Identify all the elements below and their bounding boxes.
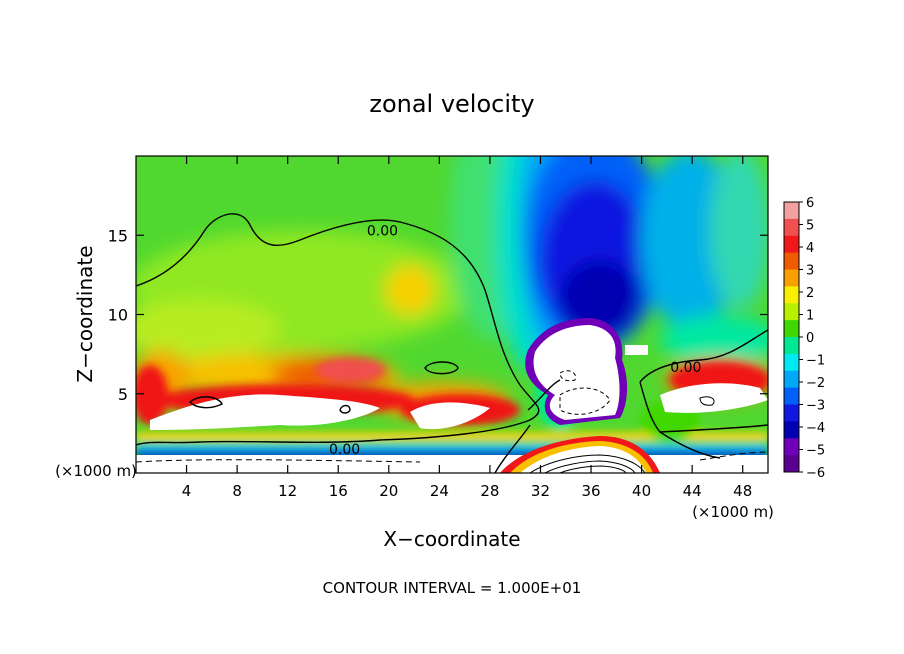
contour-lines-inner — [136, 370, 768, 473]
colorbar-swatch — [784, 235, 799, 254]
footer-note: CONTOUR INTERVAL = 1.000E+01 — [323, 579, 582, 597]
colorbar-tick-label: 2 — [806, 286, 814, 301]
colorbar-tick-label: −6 — [806, 466, 825, 481]
contour-lines — [136, 213, 768, 473]
x-tick-label: 48 — [733, 482, 752, 500]
x-tick-label: 28 — [480, 482, 499, 500]
x-tick-label: 4 — [182, 482, 192, 500]
colorbar-tick-label: −3 — [806, 399, 825, 414]
colorbar-swatch — [784, 218, 799, 237]
colorbar-swatch — [784, 286, 799, 304]
chart-title: zonal velocity — [369, 90, 534, 118]
y-tick-label: 15 — [108, 226, 128, 245]
colorbar-swatch — [784, 252, 799, 270]
colorbar-swatch — [784, 303, 799, 321]
colorbar-swatch — [784, 337, 799, 355]
colorbar-tick-label: −5 — [806, 444, 825, 459]
colorbar: 6 5 4 3 2 1 0 −1 −2 −3 −4 −5 −6 — [783, 196, 825, 481]
colorbar-swatch — [784, 387, 799, 405]
colorbar-swatch — [784, 370, 799, 389]
colorbar-tick-label: −2 — [806, 376, 825, 391]
colorbar-tick-label: 6 — [806, 196, 814, 211]
colorbar-swatch — [784, 421, 799, 439]
x-axis-label: X−coordinate — [383, 527, 520, 551]
plot-field — [136, 156, 768, 473]
colorbar-tick-label: −4 — [806, 421, 825, 436]
x-tick-label: 24 — [430, 482, 449, 500]
colorbar-tick-label: 4 — [806, 241, 814, 256]
colorbar-tick-label: 1 — [806, 309, 814, 324]
x-tick-label: 44 — [683, 482, 702, 500]
contour-label: 0.00 — [367, 223, 398, 239]
y-axis-label: Z−coordinate — [73, 245, 97, 382]
x-unit-left: (×1000 m) — [55, 462, 137, 480]
colorbar-tick-label: 0 — [806, 331, 814, 346]
colorbar-swatch — [784, 269, 799, 287]
colorbar-tick-label: 5 — [806, 219, 814, 234]
colorbar-swatch — [784, 438, 799, 456]
x-tick-label: 12 — [278, 482, 297, 500]
x-tick-label: 20 — [379, 482, 398, 500]
colorbar-swatch — [784, 455, 799, 473]
x-tick-label: 8 — [232, 482, 242, 500]
y-tick-label: 10 — [108, 306, 128, 325]
x-unit-right: (×1000 m) — [692, 503, 774, 521]
contour-label: 0.00 — [670, 360, 701, 376]
x-tick-label: 36 — [581, 482, 600, 500]
colorbar-tick-label: −1 — [806, 354, 825, 369]
y-tick-label: 5 — [118, 385, 128, 404]
field-saturated-white — [136, 318, 768, 473]
colorbar-tick-label: 3 — [806, 264, 814, 279]
contour-labels: 0.00 0.00 0.00 — [329, 223, 701, 458]
colorbar-swatch — [784, 353, 799, 372]
colorbar-swatch — [784, 202, 799, 220]
colorbar-swatch — [784, 320, 799, 338]
x-tick-label: 40 — [632, 482, 651, 500]
x-tick-label: 16 — [329, 482, 348, 500]
contour-label: 0.00 — [329, 442, 360, 458]
x-tick-label: 32 — [531, 482, 550, 500]
colorbar-swatch — [784, 404, 799, 422]
